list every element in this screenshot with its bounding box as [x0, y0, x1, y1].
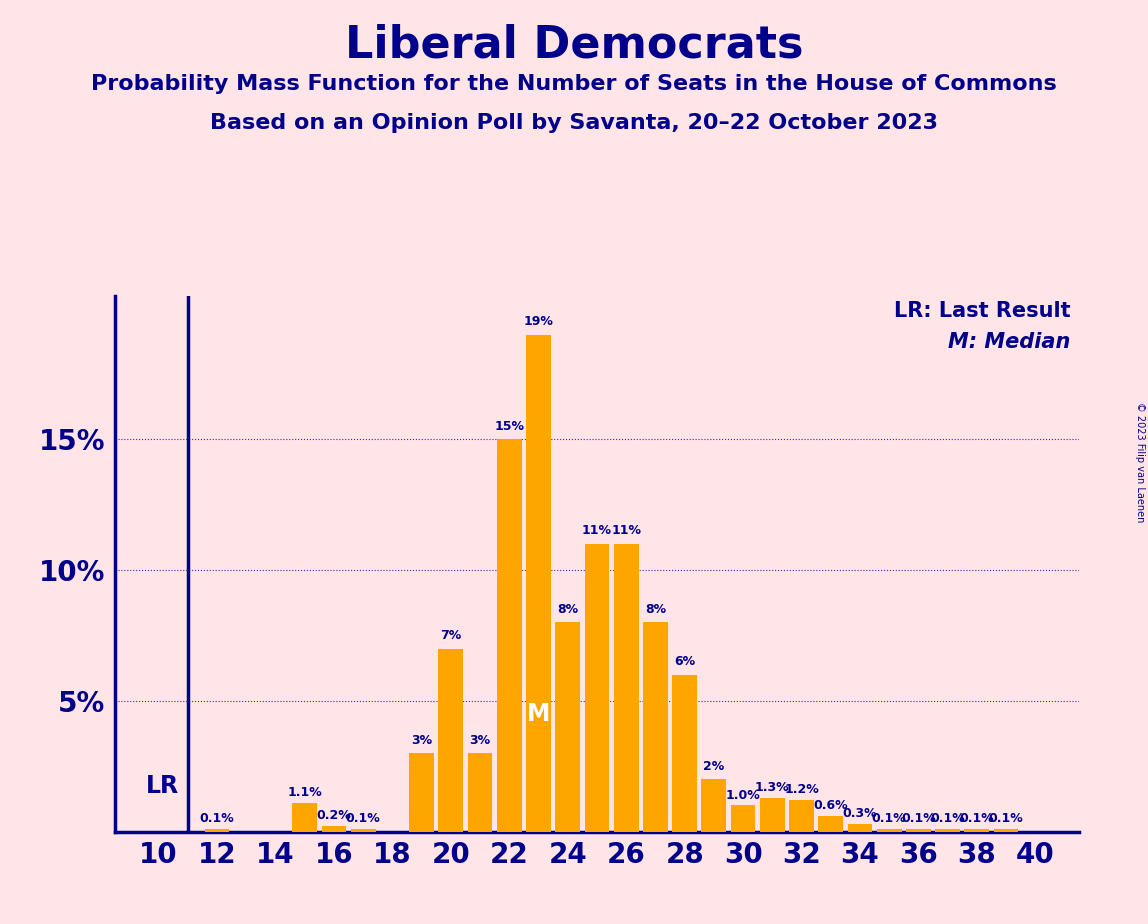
Text: 3%: 3%: [470, 734, 490, 747]
Text: M: Median: M: Median: [948, 333, 1070, 352]
Text: 1.3%: 1.3%: [755, 781, 790, 794]
Bar: [789, 800, 814, 832]
Text: 0.1%: 0.1%: [346, 812, 380, 825]
Text: 0.1%: 0.1%: [988, 812, 1023, 825]
Text: LR: Last Result: LR: Last Result: [894, 301, 1070, 321]
Text: 0.6%: 0.6%: [814, 799, 848, 812]
Bar: [730, 806, 755, 832]
Text: Liberal Democrats: Liberal Democrats: [344, 23, 804, 67]
Bar: [204, 829, 230, 832]
Text: 0.1%: 0.1%: [200, 812, 234, 825]
Bar: [701, 779, 727, 832]
Bar: [556, 623, 580, 832]
Text: 3%: 3%: [411, 734, 432, 747]
Bar: [293, 803, 317, 832]
Bar: [819, 816, 843, 832]
Bar: [673, 675, 697, 832]
Bar: [643, 623, 668, 832]
Bar: [994, 829, 1018, 832]
Bar: [877, 829, 901, 832]
Bar: [760, 797, 785, 832]
Text: 19%: 19%: [523, 315, 553, 328]
Bar: [526, 334, 551, 832]
Bar: [936, 829, 960, 832]
Bar: [497, 440, 521, 832]
Text: 0.2%: 0.2%: [317, 809, 351, 822]
Text: © 2023 Filip van Laenen: © 2023 Filip van Laenen: [1135, 402, 1145, 522]
Bar: [351, 829, 375, 832]
Bar: [584, 544, 610, 832]
Text: 2%: 2%: [704, 760, 724, 772]
Text: 1.2%: 1.2%: [784, 784, 819, 796]
Text: 15%: 15%: [495, 419, 525, 433]
Bar: [906, 829, 931, 832]
Text: 11%: 11%: [611, 525, 642, 538]
Text: 0.3%: 0.3%: [843, 807, 877, 820]
Text: 0.1%: 0.1%: [871, 812, 907, 825]
Text: M: M: [527, 702, 550, 726]
Text: 0.1%: 0.1%: [960, 812, 994, 825]
Text: 0.1%: 0.1%: [901, 812, 936, 825]
Text: 11%: 11%: [582, 525, 612, 538]
Text: 0.1%: 0.1%: [930, 812, 965, 825]
Text: 8%: 8%: [557, 603, 579, 616]
Bar: [409, 753, 434, 832]
Bar: [847, 824, 872, 832]
Text: 7%: 7%: [440, 629, 461, 642]
Text: Based on an Opinion Poll by Savanta, 20–22 October 2023: Based on an Opinion Poll by Savanta, 20–…: [210, 113, 938, 133]
Text: 1.0%: 1.0%: [726, 788, 760, 801]
Text: 8%: 8%: [645, 603, 666, 616]
Text: 6%: 6%: [674, 655, 696, 668]
Text: 1.1%: 1.1%: [287, 786, 323, 799]
Text: Probability Mass Function for the Number of Seats in the House of Commons: Probability Mass Function for the Number…: [91, 74, 1057, 94]
Bar: [439, 649, 464, 832]
Bar: [321, 826, 347, 832]
Bar: [964, 829, 990, 832]
Bar: [467, 753, 492, 832]
Bar: [614, 544, 638, 832]
Text: LR: LR: [146, 773, 179, 797]
